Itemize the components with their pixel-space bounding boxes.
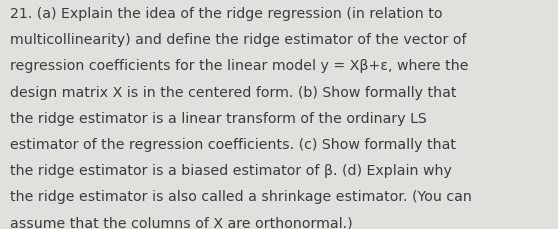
Text: the ridge estimator is a biased estimator of β. (d) Explain why: the ridge estimator is a biased estimato… [10,164,452,177]
Text: multicollinearity) and define the ridge estimator of the vector of: multicollinearity) and define the ridge … [10,33,466,47]
Text: design matrix X is in the centered form. (b) Show formally that: design matrix X is in the centered form.… [10,85,456,99]
Text: the ridge estimator is a linear transform of the ordinary LS: the ridge estimator is a linear transfor… [10,111,427,125]
Text: 21. (a) Explain the idea of the ridge regression (in relation to: 21. (a) Explain the idea of the ridge re… [10,7,442,21]
Text: the ridge estimator is also called a shrinkage estimator. (You can: the ridge estimator is also called a shr… [10,190,472,204]
Text: regression coefficients for the linear model y = Xβ+ε, where the: regression coefficients for the linear m… [10,59,469,73]
Text: assume that the columns of X are orthonormal.): assume that the columns of X are orthono… [10,216,353,229]
Text: estimator of the regression coefficients. (c) Show formally that: estimator of the regression coefficients… [10,137,456,151]
